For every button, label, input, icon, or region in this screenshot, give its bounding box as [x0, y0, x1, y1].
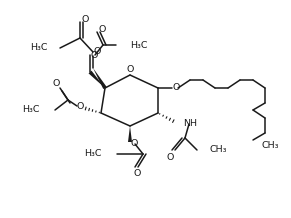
- Text: O: O: [90, 51, 98, 60]
- Text: O: O: [130, 138, 138, 148]
- Text: CH₃: CH₃: [262, 140, 279, 150]
- Text: O: O: [76, 102, 84, 111]
- Polygon shape: [88, 71, 105, 88]
- Text: O: O: [98, 26, 106, 34]
- Text: O: O: [133, 170, 141, 179]
- Text: O: O: [93, 46, 101, 56]
- Polygon shape: [93, 68, 107, 89]
- Text: CH₃: CH₃: [209, 145, 226, 155]
- Text: O: O: [81, 15, 89, 24]
- Text: H₃C: H₃C: [22, 106, 40, 114]
- Text: O: O: [52, 78, 60, 87]
- Text: O: O: [172, 82, 180, 92]
- Polygon shape: [128, 126, 132, 142]
- Text: H₃C: H₃C: [31, 44, 48, 53]
- Text: H₃C: H₃C: [130, 41, 148, 49]
- Text: NH: NH: [183, 119, 197, 128]
- Text: O: O: [126, 65, 134, 75]
- Text: O: O: [166, 153, 174, 162]
- Text: H₃C: H₃C: [84, 150, 102, 158]
